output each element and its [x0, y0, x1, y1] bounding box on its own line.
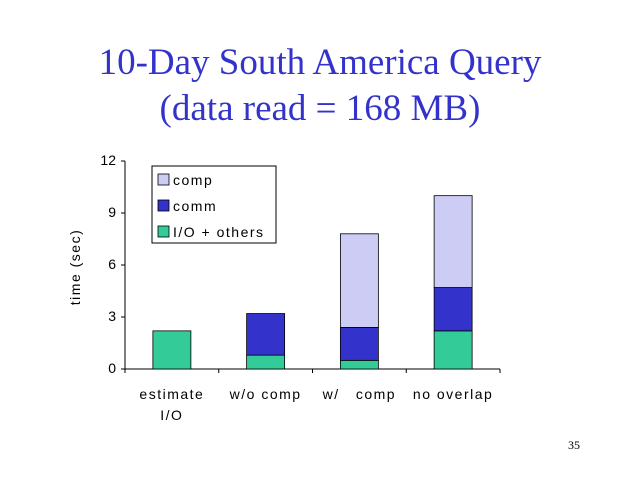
- legend-box: [151, 165, 277, 244]
- y-tick-label: 12: [100, 152, 116, 168]
- bar-segment-i-o-others: [339, 359, 379, 370]
- legend-swatch: [157, 225, 170, 238]
- x-tick-label: no overlap: [413, 386, 493, 402]
- x-tick-label: I/O: [160, 407, 183, 423]
- bar-segment-comm: [433, 287, 473, 332]
- legend-swatch: [157, 199, 170, 212]
- y-tick-label: 3: [108, 308, 116, 324]
- page-number: 35: [568, 438, 580, 452]
- y-tick-label: 0: [108, 360, 116, 376]
- bar-segment-i-o-others: [246, 354, 286, 370]
- title-line-1: 10-Day South America Query: [98, 42, 542, 83]
- y-tick-label: 9: [108, 204, 116, 220]
- x-tick-label: estimate: [139, 386, 204, 402]
- bar-segment-i-o-others: [433, 330, 473, 370]
- axes: 0 3 6 9 12 time (sec) estimate I/O w/o comp w/ co…: [67, 152, 501, 423]
- bar-segment-comp: [433, 195, 473, 288]
- y-tick-label: 6: [108, 256, 116, 272]
- bar-segment-comm: [246, 313, 286, 356]
- legend-label: I/O + others: [173, 224, 265, 240]
- title-line-2: (data read = 168 MB): [159, 88, 481, 129]
- bar-segment-i-o-others: [152, 330, 192, 370]
- legend-swatch: [157, 173, 170, 186]
- legend-label: comp: [173, 172, 213, 188]
- x-tick-label: w/ comp: [322, 386, 396, 402]
- x-tick-label: w/o comp: [229, 386, 302, 402]
- y-axis-label: time (sec): [67, 229, 83, 305]
- slide-title: 10-Day South America Query (data read = …: [0, 40, 640, 132]
- bar-segment-comp: [339, 233, 379, 328]
- legend: comp comm I/O + others: [151, 165, 277, 244]
- bar-segment-comm: [339, 326, 379, 361]
- bars: [152, 195, 473, 370]
- legend-label: comm: [173, 198, 217, 214]
